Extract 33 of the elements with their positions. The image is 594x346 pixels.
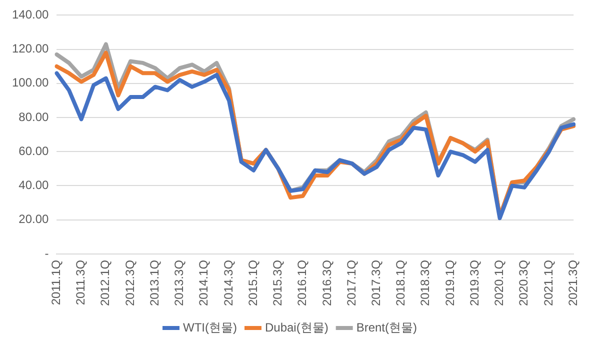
x-tick-label: 2011.1Q	[49, 260, 64, 306]
x-tick-label: 2018.1Q	[394, 260, 408, 306]
legend-label: Dubai(현물)	[264, 320, 328, 334]
x-tick-label: 2014.3Q	[221, 260, 236, 306]
x-tick-label: 2020.1Q	[492, 260, 506, 306]
x-tick-label: 2014.1Q	[196, 260, 211, 306]
x-tick-label: 2017.3Q	[369, 260, 383, 306]
x-tick-label: 2016.1Q	[295, 260, 310, 306]
x-tick-label: 2019.1Q	[442, 260, 457, 306]
y-tick-label: 100.00	[12, 76, 50, 90]
x-tick-label: 2021.1Q	[541, 260, 556, 306]
x-tick-label: 2012.1Q	[98, 260, 112, 306]
y-tick-label: 40.00	[18, 178, 50, 192]
x-tick-label: 2017.1Q	[344, 260, 358, 306]
x-tick-label: 2011.3Q	[74, 260, 88, 306]
x-tick-label: 2013.1Q	[147, 260, 162, 306]
x-tick-label: 2012.3Q	[122, 260, 137, 306]
x-tick-label: 2015.1Q	[246, 260, 260, 306]
y-tick-label: 120.00	[12, 42, 50, 56]
y-tick-label: 60.00	[18, 144, 50, 158]
x-tick-label: 2015.3Q	[270, 260, 285, 306]
x-tick-label: 2020.3Q	[516, 260, 531, 306]
y-tick-label: 20.00	[18, 212, 50, 226]
y-tick-label: 80.00	[18, 110, 50, 124]
y-tick-label: -	[44, 246, 49, 260]
x-tick-label: 2018.3Q	[418, 260, 432, 306]
legend-label: Brent(현물)	[356, 320, 418, 334]
x-tick-label: 2019.3Q	[467, 260, 482, 306]
legend-label: WTI(현물)	[183, 320, 237, 334]
x-tick-label: 2021.3Q	[566, 260, 580, 306]
x-tick-label: 2013.3Q	[172, 260, 186, 306]
x-tick-label: 2016.3Q	[320, 260, 334, 306]
y-tick-label: 140.00	[12, 8, 50, 22]
